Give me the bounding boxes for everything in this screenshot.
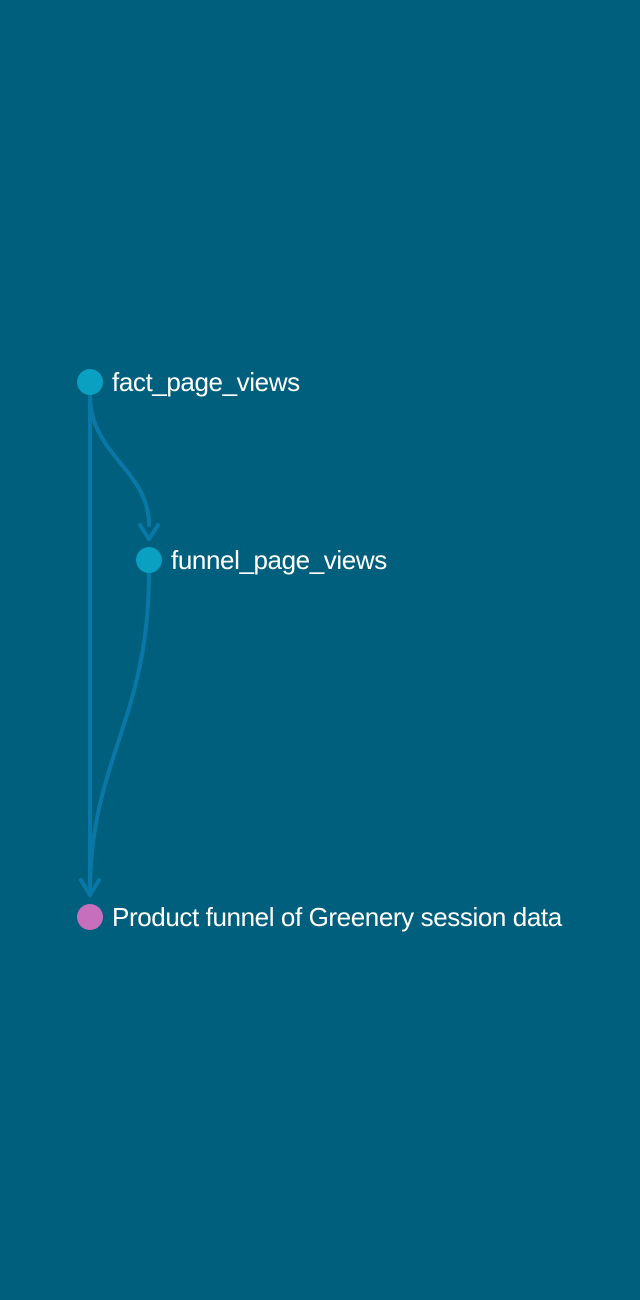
node-funnel-page-views[interactable]: funnel_page_views [136,545,388,575]
exposure-node-dot[interactable] [77,904,103,930]
node-product-funnel-exposure[interactable]: Product funnel of Greenery session data [77,902,563,932]
model-node-dot[interactable] [77,369,103,395]
node-label[interactable]: fact_page_views [112,367,300,397]
node-fact-page-views[interactable]: fact_page_views [77,367,300,397]
node-label[interactable]: funnel_page_views [171,545,388,575]
edge-fact-to-funnel-arrowhead [138,523,160,541]
model-node-dot[interactable] [136,547,162,573]
edges [79,393,160,897]
edge-to-exposure-arrowhead [79,878,101,897]
node-label[interactable]: Product funnel of Greenery session data [112,902,563,932]
edge-fact-to-funnel [88,393,151,527]
edge-funnel-to-exposure [88,571,151,895]
